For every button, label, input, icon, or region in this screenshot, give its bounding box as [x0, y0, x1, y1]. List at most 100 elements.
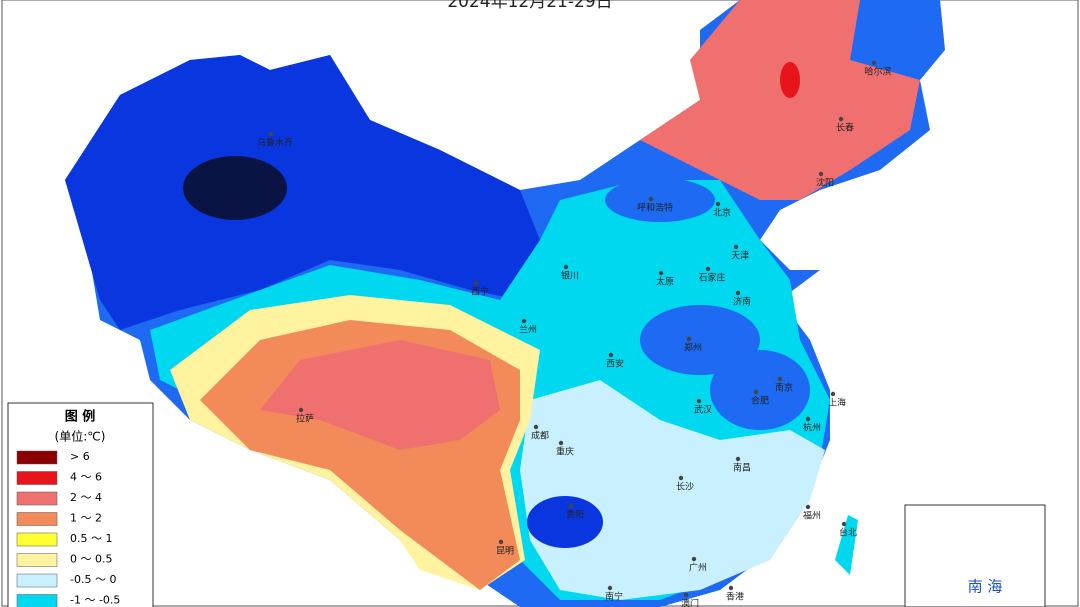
legend-label: 0.5 ～ 1 [70, 532, 113, 545]
city-dot [805, 416, 811, 422]
city-label: 南昌 [733, 462, 751, 474]
city-label: 广州 [689, 562, 707, 574]
region-blue-patch [527, 496, 603, 548]
legend-swatch [16, 532, 58, 547]
city-label: 兰州 [519, 324, 537, 336]
city-dot [830, 391, 836, 397]
city-dot [696, 398, 702, 404]
region-hot [780, 62, 800, 98]
city-label: 太原 [656, 276, 674, 288]
city-label: 南京 [775, 382, 793, 394]
city-dot [871, 60, 877, 66]
region-blue-patch [860, 15, 940, 55]
city-label: 南宁 [605, 591, 623, 603]
city-label: 拉萨 [296, 413, 314, 425]
city-label: 合肥 [751, 395, 769, 407]
city-dot [521, 318, 527, 324]
city-dot [498, 539, 504, 545]
legend-unit: (单位:℃) [55, 429, 106, 444]
city-label: 台北 [839, 527, 857, 539]
region-northeast [640, 0, 920, 200]
legend-label: 0 ～ 0.5 [70, 553, 113, 566]
city-label: 贵阳 [566, 509, 584, 521]
region-red [260, 340, 500, 450]
inset-box [904, 504, 1046, 607]
city-dot [841, 521, 847, 527]
city-dot [733, 244, 739, 250]
city-label: 武汉 [694, 404, 712, 416]
city-label: 呼和浩特 [637, 202, 673, 214]
city-dot [268, 131, 274, 137]
city-dot [678, 475, 684, 481]
city-dot [728, 585, 734, 591]
legend-swatch [16, 491, 58, 506]
city-dot [753, 389, 759, 395]
city-dot [568, 503, 574, 509]
region-blue-patch [710, 350, 810, 430]
city-label: 成都 [531, 430, 549, 442]
city-label: 石家庄 [698, 272, 725, 284]
city-label: 北京 [713, 207, 731, 219]
city-dot [735, 456, 741, 462]
city-dot [533, 424, 539, 430]
region-blue-patch [640, 305, 760, 375]
city-dot [607, 585, 613, 591]
city-label: 天津 [731, 251, 749, 262]
city-dot [558, 440, 564, 446]
city-dot [648, 196, 654, 202]
city-dot [705, 266, 711, 272]
city-dot [777, 376, 783, 382]
city-label: 长沙 [676, 481, 694, 493]
city-label: 济南 [733, 296, 751, 308]
city-dot [735, 290, 741, 296]
legend-title: 图 例 [65, 409, 96, 425]
city-label: 哈尔滨 [864, 66, 891, 78]
taiwan [835, 515, 858, 575]
legend-swatch [16, 553, 58, 567]
city-label: 上海 [828, 397, 846, 409]
legend-swatch [16, 471, 58, 485]
legend-label: -0.5 ～ 0 [70, 573, 116, 586]
region-blue-patch [605, 178, 715, 222]
city-label: 杭州 [803, 422, 821, 434]
city-dot [691, 556, 697, 562]
city-label: 福州 [803, 510, 821, 522]
city-dot [563, 264, 569, 270]
city-dot [805, 504, 811, 510]
city-dot [818, 171, 824, 177]
region-deep-blue [65, 55, 540, 330]
legend-label: -1 ～ -0.5 [70, 594, 120, 607]
city-label: 澳门 [681, 598, 699, 607]
city-dot [658, 270, 664, 276]
city-dot [686, 336, 692, 342]
legend-label: 1 ～ 2 [70, 512, 102, 525]
city-label: 长春 [836, 122, 854, 134]
city-label: 重庆 [556, 446, 574, 458]
legend-swatch [16, 512, 58, 526]
city-label: 香港 [726, 591, 744, 603]
city-dot [715, 201, 721, 207]
legend-swatch [16, 450, 58, 465]
city-dot [298, 407, 304, 413]
legend-swatch [16, 594, 58, 607]
city-label: 乌鲁木齐 [257, 137, 293, 149]
city-label: 西安 [606, 358, 624, 370]
city-label: 昆明 [496, 546, 514, 557]
city-label: 银川 [561, 270, 579, 282]
city-dot [838, 116, 844, 122]
legend-label: 4 ～ 6 [70, 471, 102, 484]
city-label: 西宁 [471, 286, 489, 298]
region-light [520, 380, 825, 600]
legend-label: 2 ～ 4 [70, 491, 102, 504]
region-navy [183, 156, 287, 220]
city-label: 郑州 [684, 342, 702, 354]
legend-swatch [16, 573, 58, 588]
city-dot [683, 592, 689, 598]
city-dot [608, 352, 614, 358]
city-label: 沈阳 [816, 177, 834, 189]
city-dot [473, 280, 479, 286]
title: 2024年12月21-29日 [447, 0, 612, 12]
inset-label: 南 海 [968, 578, 1003, 596]
